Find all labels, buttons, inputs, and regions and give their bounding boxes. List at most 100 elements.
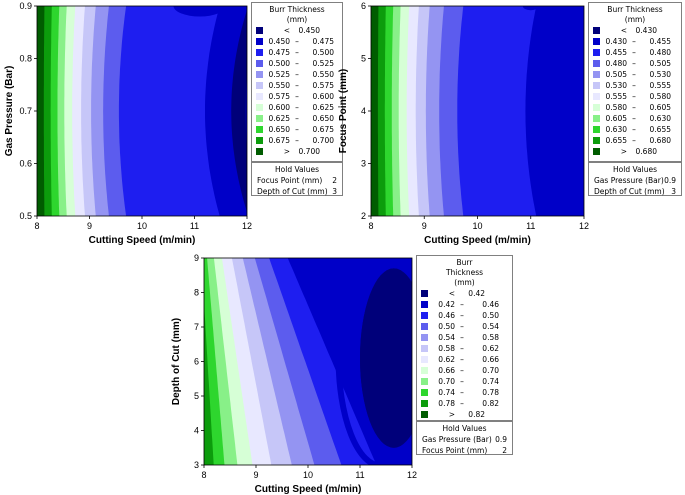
y-tick-label: 0.5: [19, 211, 32, 221]
legend-dash: –: [295, 59, 299, 68]
legend-dash: –: [632, 37, 636, 46]
legend-swatch: [593, 27, 600, 34]
legend-swatch: [421, 290, 428, 297]
legend-high: 0.475: [312, 37, 334, 46]
contour-plot-svg: 8 9 10 11 12 3 4 5 6 7 8 9 Cutting Speed (m/min) Dept…: [171, 253, 417, 495]
y-tick-label: 0.8: [19, 54, 32, 64]
legend-entry: 0.550– 0.575: [256, 80, 342, 91]
hold-value: 3: [671, 187, 676, 196]
legend-swatch: [256, 93, 263, 100]
hold-variable: Gas Pressure (Bar): [594, 176, 664, 185]
legend-dash: –: [460, 322, 464, 331]
x-axis-label: Cutting Speed (m/min): [89, 235, 196, 246]
x-tick-label: 12: [242, 221, 252, 231]
legend-dash: –: [460, 388, 464, 397]
legend-high: 0.66: [482, 355, 499, 364]
legend-symbol: >: [283, 147, 290, 156]
legend-entry: >0.700: [256, 146, 342, 157]
legend-symbol: <: [283, 26, 290, 35]
legend-dash: –: [295, 125, 299, 134]
x-tick-label: 9: [87, 221, 92, 231]
legend-symbol: <: [448, 289, 455, 298]
legend-low: 0.42: [438, 300, 455, 309]
legend-swatch: [593, 115, 600, 122]
legend-title-line: (mm): [624, 15, 646, 24]
legend-dash: –: [295, 48, 299, 57]
y-tick-label: 3: [194, 460, 199, 470]
y-tick-label: 8: [194, 288, 199, 298]
legend-dash: –: [295, 37, 299, 46]
legend-dash: –: [460, 344, 464, 353]
legend-low: 0.62: [438, 355, 455, 364]
legend-low: 0.625: [268, 114, 290, 123]
legend-swatch: [256, 38, 263, 45]
y-tick-label: 5: [194, 391, 199, 401]
legend-dash: –: [460, 333, 464, 342]
legend-low: 0.58: [438, 344, 455, 353]
hold-value: 2: [332, 176, 337, 185]
legend-entry: 0.42– 0.46: [421, 299, 512, 310]
x-axis-label: Cutting Speed (m/min): [255, 484, 362, 495]
legend-symbol: >: [448, 410, 455, 419]
legend-title: Burr Thickness (mm): [417, 258, 512, 288]
hold-value-row: Gas Pressure (Bar) 0.9: [417, 434, 512, 445]
x-tick-label: 11: [190, 221, 199, 231]
legend-high: 0.58: [482, 333, 499, 342]
legend-entry: 0.54– 0.58: [421, 332, 512, 343]
legend-entry: <0.450: [256, 25, 342, 36]
legend-low: 0.525: [268, 70, 290, 79]
legend-dash: –: [295, 103, 299, 112]
legend-low: 0.455: [605, 48, 627, 57]
hold-value-row: Focus Point (mm) 2: [252, 175, 342, 186]
legend-low: 0.74: [438, 388, 455, 397]
legend-symbol: >: [620, 147, 627, 156]
legend-swatch: [593, 126, 600, 133]
legend-entry: 0.450– 0.475: [256, 36, 342, 47]
legend-swatch: [421, 378, 428, 385]
legend-dash: –: [460, 377, 464, 386]
legend-low: 0.500: [268, 59, 290, 68]
legend-entry: 0.625– 0.650: [256, 113, 342, 124]
legend-high: 0.600: [312, 92, 334, 101]
y-tick-label: 3: [361, 159, 366, 169]
legend-dash: –: [632, 103, 636, 112]
y-axis-label: Depth of Cut (mm): [171, 318, 182, 405]
legend-high: 0.605: [649, 103, 671, 112]
legend-value: 0.42: [468, 289, 485, 298]
legend-entry: 0.70– 0.74: [421, 376, 512, 387]
legend-high: 0.625: [312, 103, 334, 112]
x-axis-label: Cutting Speed (m/min): [424, 235, 531, 246]
legend-title-line: (mm): [286, 15, 308, 24]
contour-min-region: [173, 6, 226, 17]
legend-swatch: [256, 126, 263, 133]
legend: Burr Thickness (mm) <0.42 0.42–0.46 0.46–0.50…: [416, 255, 513, 421]
legend-swatch: [256, 71, 263, 78]
legend-swatch: [421, 411, 428, 418]
legend-swatch: [593, 60, 600, 67]
contour-plot-svg: 8 9 10 11 12 0.5 0.6 0.7 0.8 0.9 Cutting Speed (m/…: [4, 1, 252, 246]
legend-entry: 0.475– 0.500: [256, 47, 342, 58]
legend-swatch: [593, 38, 600, 45]
legend-low: 0.78: [438, 399, 455, 408]
legend-low: 0.655: [605, 136, 627, 145]
legend-dash: –: [632, 125, 636, 134]
legend-high: 0.54: [482, 322, 499, 331]
y-tick-label: 0.9: [19, 1, 32, 11]
x-tick-label: 12: [407, 470, 417, 480]
legend: Burr Thickness (mm) <0.450 0.450–0.475 0.475…: [251, 2, 343, 162]
y-tick-label: 6: [361, 1, 366, 11]
legend-low: 0.475: [268, 48, 290, 57]
legend-entry: >0.82: [421, 409, 512, 420]
legend-entry: 0.58– 0.62: [421, 343, 512, 354]
legend-high: 0.70: [482, 366, 499, 375]
legend-swatch: [421, 356, 428, 363]
legend-high: 0.500: [312, 48, 334, 57]
legend-entry: >0.680: [593, 146, 681, 157]
legend-entry: 0.675– 0.700: [256, 135, 342, 146]
legend-entry: <0.42: [421, 288, 512, 299]
legend-entry: 0.555– 0.580: [593, 91, 681, 102]
contour-band: [37, 6, 45, 216]
legend-swatch: [256, 148, 263, 155]
hold-values-title: Hold Values: [275, 165, 319, 174]
legend-value: 0.680: [635, 147, 657, 156]
